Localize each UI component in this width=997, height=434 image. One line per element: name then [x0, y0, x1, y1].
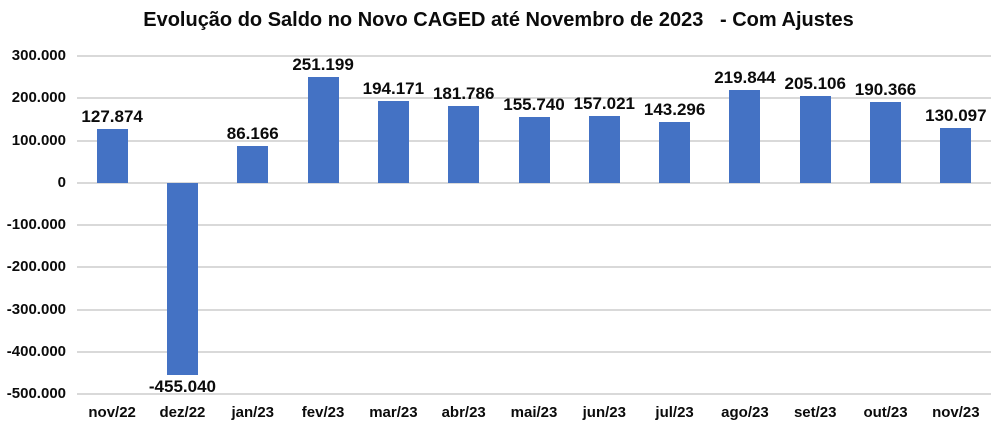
gridline — [77, 181, 991, 184]
y-tick-label: 0 — [57, 173, 66, 191]
bar — [940, 127, 972, 183]
bar-value-label: 130.097 — [925, 105, 987, 125]
x-tick-label: nov/23 — [932, 404, 980, 421]
bar-value-label: 127.874 — [81, 106, 143, 126]
x-tick-label: jun/23 — [582, 404, 626, 421]
y-tick-label: 100.000 — [11, 131, 66, 149]
x-tick-label: jan/23 — [231, 404, 275, 421]
gridline — [77, 266, 991, 269]
y-tick-label: -100.000 — [6, 216, 66, 233]
gridline — [77, 350, 991, 353]
x-tick-label: jul/23 — [655, 404, 694, 421]
y-tick-label: 200.000 — [11, 89, 66, 107]
gridline — [77, 393, 991, 395]
y-tick-label: 300.000 — [11, 47, 66, 64]
bar-value-label: 181.786 — [432, 83, 495, 103]
y-tick-label: -500.000 — [6, 385, 66, 402]
gridline — [77, 224, 991, 226]
bar — [588, 116, 620, 183]
bar-value-label: 251.199 — [292, 54, 354, 74]
bar-value-label: 143.296 — [643, 100, 706, 120]
bar-value-label: 194.171 — [362, 78, 425, 98]
x-tick-label: mai/23 — [510, 404, 558, 421]
bar — [448, 105, 480, 183]
bar — [518, 116, 550, 183]
bar-value-label: 205.106 — [784, 74, 846, 94]
x-tick-label: out/23 — [863, 404, 908, 421]
bar-value-label: 190.366 — [854, 80, 917, 100]
bar-value-label: -455.040 — [148, 377, 217, 396]
x-tick-label: abr/23 — [441, 404, 486, 421]
bar-value-label: 86.166 — [226, 124, 279, 144]
bar — [96, 128, 128, 183]
bar — [166, 182, 198, 375]
x-tick-label: set/23 — [793, 404, 837, 421]
bar — [870, 102, 902, 183]
bar-value-label: 157.021 — [573, 94, 636, 114]
chart-title: Evolução do Saldo no Novo CAGED até Nove… — [143, 9, 854, 31]
gridline — [77, 308, 991, 311]
gridline — [77, 55, 991, 57]
x-tick-label: nov/22 — [88, 404, 136, 421]
bar — [659, 122, 691, 183]
y-tick-label: -200.000 — [6, 258, 66, 276]
bar — [237, 146, 269, 183]
gridline — [77, 97, 991, 100]
bar-value-label: 155.740 — [503, 94, 565, 114]
x-tick-label: mar/23 — [369, 404, 418, 421]
x-tick-label: fev/23 — [301, 404, 345, 421]
bar — [729, 89, 761, 183]
y-tick-label: -400.000 — [6, 342, 66, 360]
y-tick-label: -300.000 — [6, 300, 66, 318]
bar — [377, 100, 409, 183]
bar — [307, 76, 339, 183]
x-tick-label: dez/22 — [159, 404, 206, 421]
bar — [799, 96, 831, 183]
x-tick-label: ago/23 — [721, 404, 769, 421]
bar-value-label: 219.844 — [714, 67, 776, 87]
